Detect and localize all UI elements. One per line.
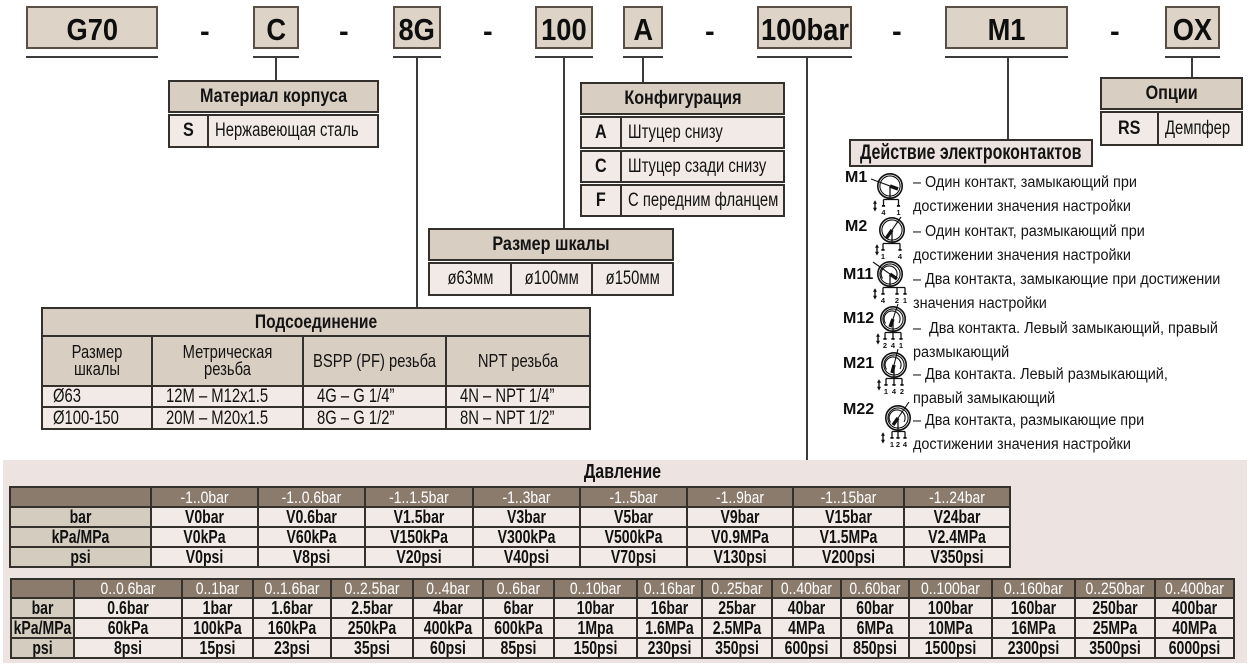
- svg-text:4: 4: [898, 252, 903, 261]
- svg-text:2: 2: [896, 440, 900, 449]
- svg-text:2: 2: [900, 387, 904, 396]
- svg-text:1: 1: [903, 296, 907, 305]
- svg-text:4: 4: [881, 296, 886, 305]
- svg-text:4: 4: [891, 341, 896, 350]
- svg-text:1: 1: [881, 252, 885, 261]
- svg-text:2: 2: [895, 296, 899, 305]
- svg-text:4: 4: [892, 387, 897, 396]
- svg-text:1: 1: [884, 387, 888, 396]
- svg-text:2: 2: [883, 341, 887, 350]
- svg-text:4: 4: [881, 208, 886, 217]
- svg-text:4: 4: [903, 440, 908, 449]
- svg-text:1: 1: [896, 208, 900, 217]
- svg-text:1: 1: [890, 440, 894, 449]
- svg-text:1: 1: [899, 341, 903, 350]
